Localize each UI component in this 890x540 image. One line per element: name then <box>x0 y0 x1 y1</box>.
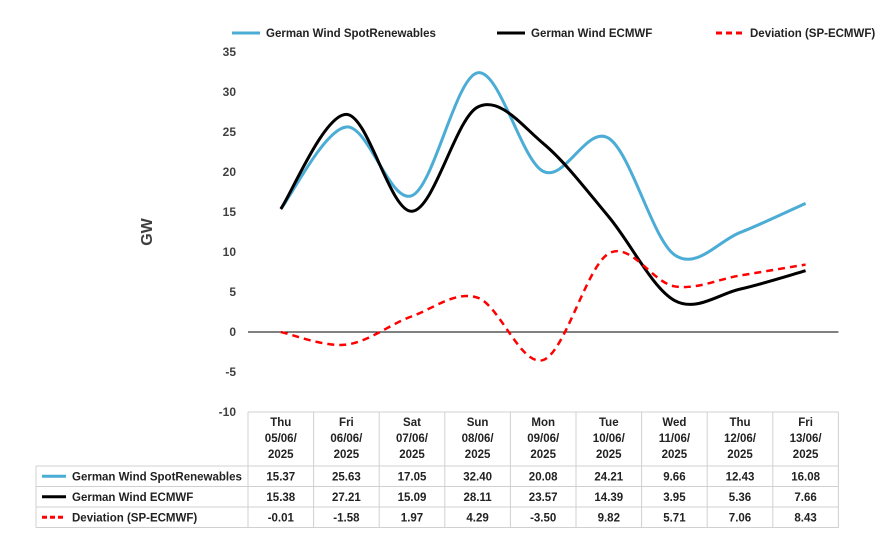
y-tick-label: 30 <box>223 85 237 99</box>
table-cell-value: 15.37 <box>266 471 295 483</box>
table-cell-value: -3.50 <box>530 512 556 524</box>
table-cell-value: 32.40 <box>463 471 492 483</box>
y-tick-label: 25 <box>223 125 237 139</box>
y-tick-label: 15 <box>223 205 237 219</box>
table-cell-value: 5.36 <box>729 492 751 504</box>
table-cell-value: 7.66 <box>794 492 816 504</box>
table-cell-value: 27.21 <box>332 492 361 504</box>
y-tick-label: 20 <box>223 165 237 179</box>
y-tick-label: 0 <box>229 325 236 339</box>
table-cell-value: 14.39 <box>594 492 623 504</box>
y-axis-label: GW <box>139 217 156 245</box>
x-tick-label: Thu 12/06/2025 <box>724 417 757 461</box>
legend: German Wind SpotRenewables German Wind EC… <box>232 28 875 40</box>
table-row-label: Deviation (SP-ECMWF) <box>72 512 197 524</box>
table-cell-value: 1.97 <box>401 512 423 524</box>
table-cell-value: 17.05 <box>398 471 427 483</box>
data-table: Thu 05/06/2025 Fri 06/06/2025 Sat 07/06/2025 S… <box>35 411 839 528</box>
table-row-label: German Wind SpotRenewables <box>72 471 242 483</box>
x-tick-label: Mon 09/06/2025 <box>527 417 560 461</box>
table-cell-value: 25.63 <box>332 471 361 483</box>
x-tick-label: Wed 11/06/2025 <box>659 417 691 461</box>
table-cell-value: 4.29 <box>466 512 488 524</box>
y-tick-label: 10 <box>223 245 237 259</box>
y-tick-label: -10 <box>219 405 237 419</box>
x-tick-label: Fri 13/06/2025 <box>790 417 823 461</box>
legend-label: German Wind SpotRenewables <box>266 28 436 40</box>
series-line-german-wind-ecmwf <box>279 103 807 306</box>
y-tick-label: 35 <box>223 45 237 59</box>
x-tick-label: Tue 10/06/2025 <box>593 417 626 461</box>
x-tick-label: Sat 07/06/2025 <box>396 417 429 461</box>
table-cell-value: 24.21 <box>594 471 623 483</box>
x-tick-label: Sun 08/06/2025 <box>462 417 495 461</box>
y-axis-ticks: 35 30 25 20 15 10 5 0 -5 -10 <box>219 45 237 419</box>
table-cell-value: 15.09 <box>398 492 427 504</box>
y-tick-label: -5 <box>225 365 236 379</box>
table-cell-value: 20.08 <box>529 471 558 483</box>
table-cell-value: 7.06 <box>729 512 751 524</box>
series-line-deviation-sp-ecmwf <box>280 250 806 362</box>
table-row-label: German Wind ECMWF <box>72 492 193 504</box>
table-cell-value: -1.58 <box>333 512 360 524</box>
table-cell-value: 12.43 <box>726 471 755 483</box>
table-cell-value: 9.82 <box>598 512 620 524</box>
legend-label: Deviation (SP-ECMWF) <box>750 28 875 40</box>
table-cell-value: 28.11 <box>464 492 493 504</box>
plot-area <box>248 71 839 362</box>
table-cell-value: 5.71 <box>663 512 686 524</box>
table-cell-value: 16.08 <box>791 471 820 483</box>
series-line-german-wind-spotrenewables <box>279 71 807 261</box>
table-cell-value: 8.43 <box>794 512 816 524</box>
table-cell-value: -0.01 <box>268 512 295 524</box>
x-tick-label: Fri 06/06/2025 <box>330 417 363 461</box>
table-cell-value: 23.57 <box>529 492 558 504</box>
legend-label: German Wind ECMWF <box>531 28 652 40</box>
table-cell-value: 3.95 <box>663 492 686 504</box>
table-cell-value: 9.66 <box>663 471 685 483</box>
y-tick-label: 5 <box>229 285 236 299</box>
table-cell-value: 15.38 <box>266 492 295 504</box>
x-tick-label: Thu 05/06/2025 <box>265 417 298 461</box>
